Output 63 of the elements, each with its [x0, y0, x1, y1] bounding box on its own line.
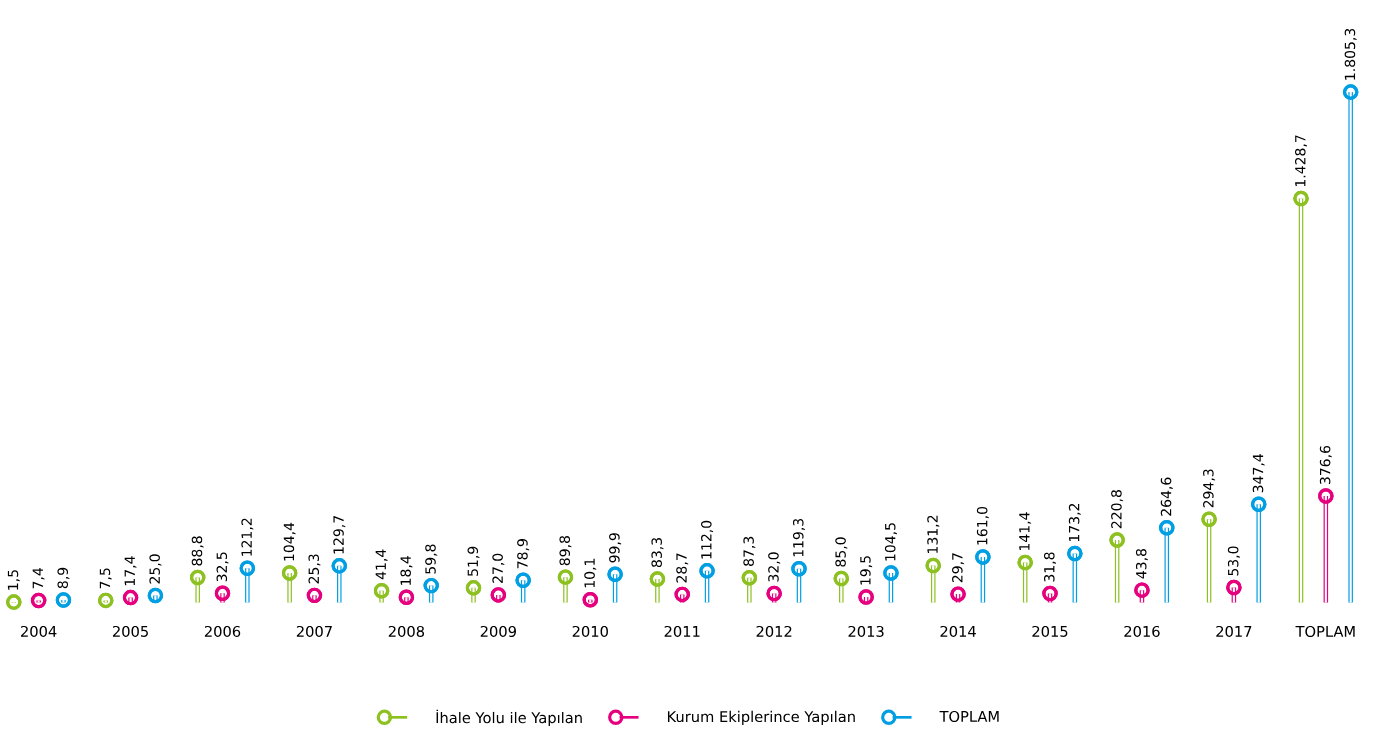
data-label: 53,0	[1227, 546, 1240, 576]
data-label: 29,7	[952, 553, 965, 582]
x-tick-label: 2005	[112, 625, 148, 637]
x-tick-label: 2010	[572, 625, 608, 637]
data-label: 25,3	[308, 554, 321, 584]
data-label: 7,4	[32, 567, 45, 589]
data-label: 27,0	[492, 553, 505, 583]
data-label: 51,9	[467, 546, 480, 576]
data-label: 8,9	[57, 567, 70, 588]
data-label: 104,4	[283, 522, 296, 561]
legend-label: Kurum Ekiplerince Yapılan	[667, 710, 855, 725]
x-tick-label: 2009	[480, 625, 516, 637]
x-tick-label: 2011	[664, 625, 700, 637]
data-label: 119,3	[792, 518, 806, 557]
data-label: 173,2	[1068, 503, 1081, 541]
x-tick-label: 2016	[1124, 625, 1160, 637]
data-label: 161,0	[976, 506, 989, 545]
data-label: 87,3	[743, 536, 756, 566]
data-label: 89,8	[559, 535, 572, 566]
x-tick-label: 2013	[848, 625, 884, 637]
data-label: 32,5	[216, 552, 229, 582]
data-label: 1,5	[7, 569, 20, 590]
data-label: 25,0	[149, 554, 162, 584]
data-label: 121,2	[241, 518, 254, 556]
data-label: 220,8	[1111, 489, 1124, 528]
data-label: 376,6	[1319, 445, 1332, 484]
data-label: 28,7	[676, 553, 689, 583]
data-label: 83,3	[651, 537, 664, 567]
x-tick-label: 2012	[756, 625, 792, 637]
x-tick-label: 2015	[1032, 625, 1068, 637]
x-tick-label: 2008	[388, 625, 425, 637]
data-label: 7,5	[99, 568, 112, 589]
data-label: 59,8	[425, 544, 438, 574]
data-label: 264,6	[1160, 477, 1173, 516]
x-tick-label: 2006	[204, 625, 241, 637]
x-tick-label: 2007	[296, 625, 332, 637]
data-label: 112,0	[701, 520, 714, 559]
legend-label: İhale Yolu ile Yapılan	[436, 709, 582, 726]
data-label: 141,4	[1019, 512, 1032, 550]
data-label: 41,4	[375, 549, 388, 579]
data-label: 131,2	[927, 515, 940, 553]
data-label: 17,4	[124, 556, 137, 585]
data-label: 88,8	[191, 536, 204, 566]
data-label: 129,7	[333, 515, 346, 554]
data-label: 294,3	[1203, 469, 1216, 508]
data-label: 31,8	[1044, 552, 1057, 582]
data-label: 78,9	[517, 538, 530, 568]
data-label: 104,5	[884, 522, 897, 561]
x-tick-label: 2017	[1216, 625, 1252, 637]
data-label: 1.805,3	[1344, 28, 1357, 80]
x-tick-label: TOPLAM	[1295, 625, 1355, 637]
data-label: 85,0	[835, 537, 848, 567]
x-tick-label: 2014	[940, 625, 976, 637]
data-label: 347,4	[1252, 453, 1265, 493]
legend-label: TOPLAM	[939, 710, 999, 722]
data-label: 43,8	[1135, 548, 1148, 579]
x-tick-label: 2004	[21, 625, 57, 637]
data-label: 1.428,7	[1295, 135, 1308, 186]
data-label: 99,9	[609, 532, 622, 563]
data-label: 10,1	[584, 558, 597, 587]
data-label: 18,4	[400, 555, 413, 585]
data-label: 32,0	[768, 552, 781, 582]
data-label: 19,5	[860, 555, 873, 585]
